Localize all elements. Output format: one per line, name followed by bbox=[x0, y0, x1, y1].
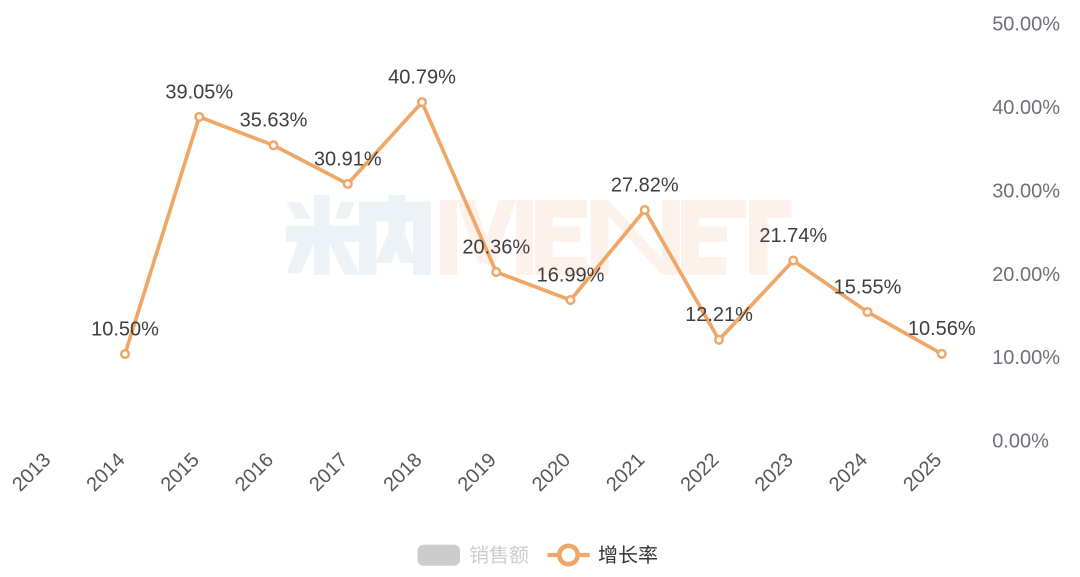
svg-text:15.55%: 15.55% bbox=[834, 276, 902, 298]
svg-text:27.82%: 27.82% bbox=[611, 175, 679, 197]
svg-text:10.50%: 10.50% bbox=[91, 318, 159, 340]
svg-text:0.00%: 0.00% bbox=[992, 431, 1049, 453]
svg-text:10.00%: 10.00% bbox=[992, 347, 1060, 369]
svg-text:39.05%: 39.05% bbox=[165, 81, 233, 103]
svg-text:21.74%: 21.74% bbox=[759, 225, 827, 247]
svg-text:10.56%: 10.56% bbox=[908, 318, 976, 340]
svg-text:20.00%: 20.00% bbox=[992, 264, 1060, 286]
svg-text:30.00%: 30.00% bbox=[992, 180, 1060, 202]
svg-text:30.91%: 30.91% bbox=[314, 148, 382, 170]
svg-text:40.79%: 40.79% bbox=[388, 67, 456, 89]
svg-text:12.21%: 12.21% bbox=[685, 304, 753, 326]
svg-text:20.36%: 20.36% bbox=[462, 237, 530, 259]
svg-text:16.99%: 16.99% bbox=[537, 265, 605, 287]
svg-text:35.63%: 35.63% bbox=[240, 110, 308, 132]
svg-text:50.00%: 50.00% bbox=[992, 13, 1060, 35]
svg-text:40.00%: 40.00% bbox=[992, 97, 1060, 119]
